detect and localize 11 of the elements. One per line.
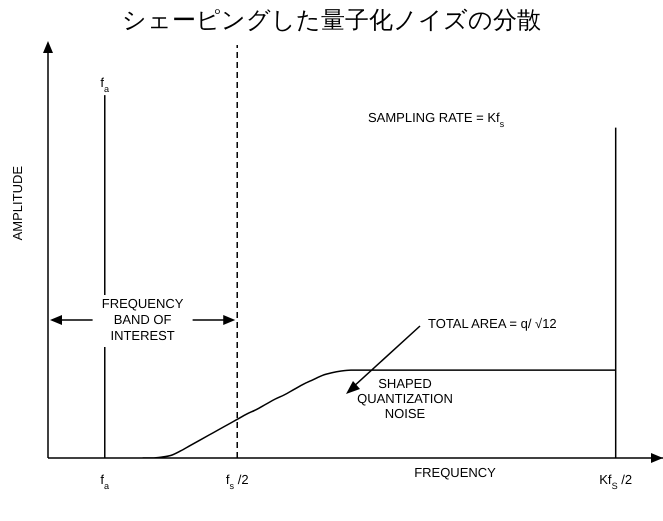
x-tick-label: f$_{a}$	[100, 472, 110, 491]
text: AMPLITUDE	[10, 166, 25, 240]
text: TOTAL AREA = q/ √12	[428, 316, 557, 331]
legend-label: SHAPED QUANTIZATION NOISE	[357, 376, 453, 421]
text: FREQUENCY BAND OF INTEREST	[102, 296, 184, 343]
x-axis-title: FREQUENCY	[414, 465, 496, 480]
x-tick-label: Kf$_{S}$/2	[599, 472, 632, 491]
text: SAMPLING RATE = Kf$_{s}$	[368, 110, 505, 129]
chart-title: シェーピングした量子化ノイズの分散	[122, 7, 541, 34]
ref-line-label: f$_{a}$	[100, 75, 110, 94]
x-tick-label: f$_{s}$/2	[226, 472, 249, 491]
